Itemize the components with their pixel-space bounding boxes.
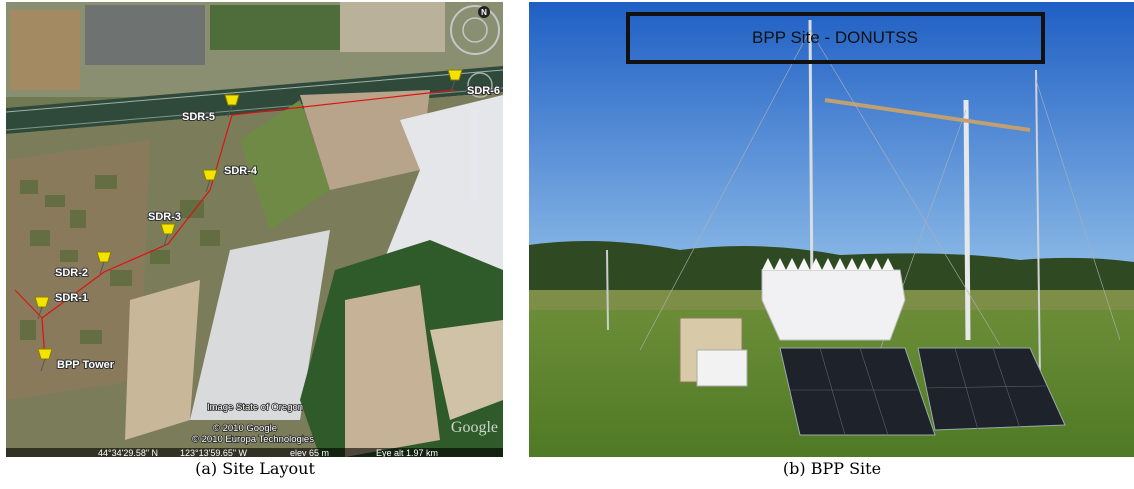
map-credit: © 2010 Google — [213, 423, 277, 434]
site-label: SDR-4 — [224, 165, 258, 177]
map-status: 123°13'59.65" W — [180, 448, 248, 458]
map-status: elev 65 m — [290, 448, 329, 458]
site-label: BPP Tower — [57, 359, 115, 371]
site-label: SDR-1 — [55, 292, 88, 304]
compass-label: N — [481, 8, 487, 17]
map-credit: © 2010 Europa Technologies — [192, 434, 314, 445]
map-watermark: Google — [451, 419, 498, 436]
map-status: Eye alt 1.97 km — [376, 448, 438, 458]
map-image: SDR-6 SDR-5 SDR-4 SDR-3 SDR-2 SDR-1 BPP … — [6, 2, 503, 458]
caption: (b) BPP Site — [783, 459, 881, 478]
banner: BPP Site - DONUTSS — [752, 28, 918, 47]
site-photo: BPP Site - DONUTSS — [529, 2, 1134, 457]
caption: (a) Site Layout — [195, 459, 315, 478]
site-label: SDR-5 — [182, 111, 215, 123]
site-label: SDR-2 — [55, 267, 88, 279]
site-label: SDR-6 — [467, 85, 500, 97]
map-credit: Image State of Oregon — [207, 402, 303, 413]
map-status: 44°34'29.58" N — [98, 448, 158, 458]
site-label: SDR-3 — [148, 211, 181, 223]
